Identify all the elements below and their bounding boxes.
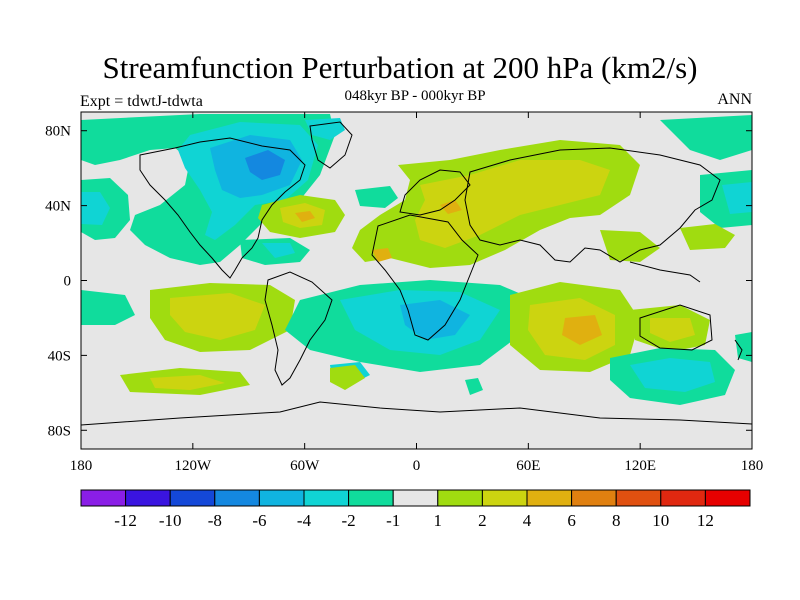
y-tick-label: 40S xyxy=(48,348,71,364)
mid-atlantic-low-fill xyxy=(355,186,398,208)
chart-title: Streamfunction Perturbation at 200 hPa (… xyxy=(102,50,698,85)
gulf-low-fill-2 xyxy=(262,243,295,258)
y-tick-label: 0 xyxy=(64,274,72,290)
colorbar-swatch xyxy=(258,489,305,507)
experiment-label: Expt = tdwtJ-tdwta xyxy=(80,93,203,110)
colorbar-swatch xyxy=(660,489,706,507)
colorbar-label: 4 xyxy=(523,511,532,530)
eurasia-high-core xyxy=(440,200,462,214)
x-tick-label: 60E xyxy=(516,458,540,474)
y-tick-label: 40N xyxy=(45,199,71,215)
colorbar-swatch xyxy=(704,489,751,507)
colorbar-swatch xyxy=(125,489,171,507)
colorbar-label: -1 xyxy=(386,511,400,530)
south-atlantic-high-fill xyxy=(330,365,365,390)
x-tick-label: 180 xyxy=(741,458,764,474)
coastlines xyxy=(81,121,752,426)
tropics-high-fill xyxy=(600,230,660,262)
colorbar-label: -12 xyxy=(114,511,137,530)
colorbar-swatch xyxy=(392,489,439,507)
east-southern-ocean-fill xyxy=(735,332,752,362)
x-tick-label: 120W xyxy=(174,458,212,474)
colorbar-label: 10 xyxy=(652,511,669,530)
x-tick-label: 60W xyxy=(290,458,320,474)
colorbar-label: 12 xyxy=(697,511,714,530)
y-tick-label: 80N xyxy=(45,124,71,140)
y-axis-labels: 80N 40N 0 40S 80S xyxy=(45,124,71,440)
japan-low-fill-2 xyxy=(722,182,752,214)
atlantic-high-core xyxy=(295,211,315,222)
x-axis-labels: 180 120W 60W 0 60E 120E 180 xyxy=(70,458,764,474)
colorbar-swatch xyxy=(80,489,127,507)
colorbar-label: 6 xyxy=(567,511,576,530)
colorbar-swatch xyxy=(169,489,216,507)
chart-subtitle: 048kyr BP - 000kyr BP xyxy=(344,88,486,104)
axis-ticks xyxy=(80,112,753,449)
colorbar-swatch xyxy=(615,489,662,507)
colorbar-swatch xyxy=(481,489,528,507)
south-pacific-band-fill-2 xyxy=(150,375,225,390)
colorbar-label: -4 xyxy=(297,511,312,530)
colorbar-label: -6 xyxy=(252,511,266,530)
indian-ocean-high-fill-3 xyxy=(562,315,602,345)
west-pacific-high-fill xyxy=(680,224,735,250)
colorbar xyxy=(80,489,751,507)
x-tick-label: 180 xyxy=(70,458,93,474)
colorbar-swatch xyxy=(437,489,483,507)
colorbar-label: -10 xyxy=(159,511,182,530)
north-pacific-low-fill-2 xyxy=(81,192,110,225)
colorbar-label: 8 xyxy=(612,511,621,530)
africa-high-fill xyxy=(372,248,392,262)
australia-high-fill-2 xyxy=(650,318,695,342)
greenland-low-fill xyxy=(305,118,345,140)
colorbar-label: -2 xyxy=(342,511,356,530)
season-label: ANN xyxy=(717,91,752,108)
se-pacific-low-fill xyxy=(81,290,135,325)
colorbar-label: 1 xyxy=(434,511,443,530)
south-atlantic-low-fill-3 xyxy=(400,300,470,340)
southern-ocean-low-fill-2 xyxy=(630,358,715,392)
colorbar-label: -8 xyxy=(208,511,222,530)
colorbar-swatch xyxy=(303,489,350,507)
y-tick-label: 80S xyxy=(48,423,71,439)
arctic-east-fill xyxy=(660,115,752,160)
south-pacific-high-fill-2 xyxy=(170,293,265,340)
x-tick-label: 120E xyxy=(624,458,656,474)
contour-fills xyxy=(81,114,752,405)
colorbar-swatch xyxy=(214,489,260,507)
south-atlantic-small-fill xyxy=(465,378,483,395)
na-low-fill-4 xyxy=(245,150,285,180)
colorbar-swatch xyxy=(348,489,394,507)
colorbar-swatch xyxy=(571,489,617,507)
x-tick-label: 0 xyxy=(413,458,421,474)
eurasia-high-fill-2 xyxy=(415,160,610,248)
colorbar-labels: -12 -10 -8 -6 -4 -2 -1 1 2 4 6 8 10 12 xyxy=(114,511,714,530)
colorbar-label: 2 xyxy=(478,511,487,530)
colorbar-swatch xyxy=(526,489,573,507)
